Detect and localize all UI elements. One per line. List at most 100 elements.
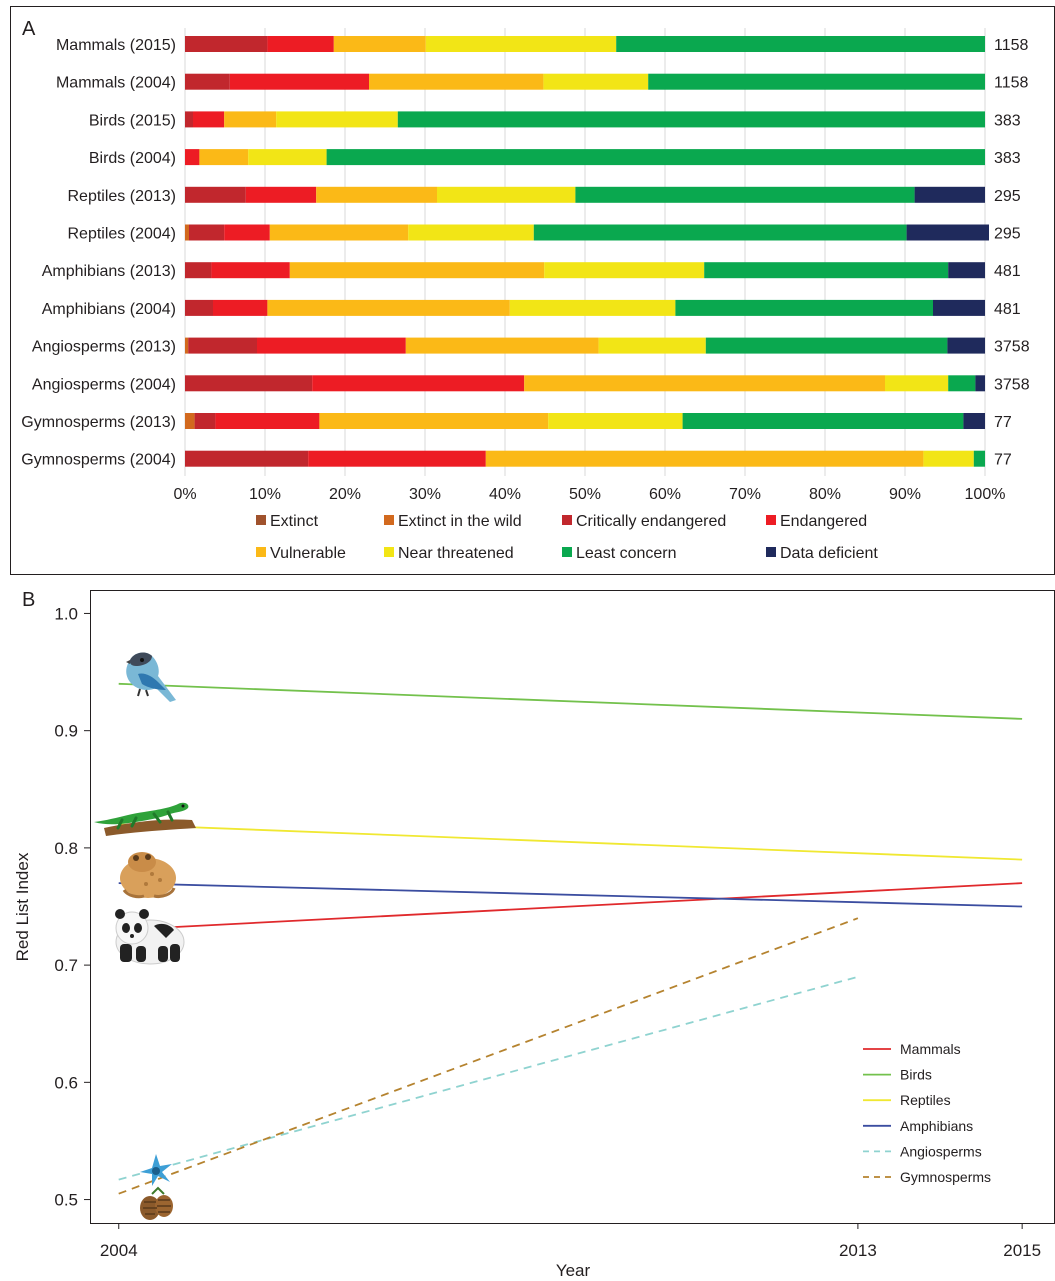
y-tick-label: 0.9 (54, 722, 78, 741)
bar-segment-mammals-2004-least-concern (648, 73, 985, 90)
category-label: Amphibians (2013) (42, 263, 176, 280)
bar-segment-reptiles-2013-vulnerable (316, 186, 437, 203)
bar-segment-amphibians-2013-data-deficient (948, 262, 985, 279)
bar-segment-reptiles-2013-endangered (245, 186, 317, 203)
legend-label: Data deficient (780, 545, 878, 562)
bar-segment-gymnosperms-2013-data-deficient (963, 413, 985, 429)
line-chart-lines (118, 682, 1023, 1195)
legend-item-critically-endangered: Critically endangered (562, 513, 726, 530)
panel-b-letter: B (22, 589, 35, 611)
bar-segment-angiosperms-2013-near-threatened (598, 337, 706, 354)
bar-chart-gridlines (184, 28, 986, 476)
x-tick-label: 20% (329, 486, 361, 503)
bar-segment-gymnosperms-2013-near-threatened (548, 413, 683, 429)
bar-segment-gymnosperms-2013-critically-endangered (194, 413, 216, 429)
line-chart-legend: Mammals Birds Reptiles Amphibians Angiosperm… (863, 1041, 991, 1185)
bar-segment-reptiles-2004-vulnerable (269, 224, 409, 241)
legend-item-data-deficient: Data deficient (766, 545, 878, 562)
bar-segment-reptiles-2013-critically-endangered (185, 186, 246, 203)
line-gymnosperms (118, 917, 859, 1195)
bar-segment-reptiles-2004-extinct-in-the-wild (185, 224, 189, 241)
x-tick-label: 50% (569, 486, 601, 503)
total-label: 481 (994, 301, 1021, 318)
legend-label: Endangered (780, 513, 867, 530)
legend-label: Extinct (270, 513, 319, 530)
x-tick-label: 0% (173, 486, 196, 503)
legend-label: Birds (900, 1067, 932, 1083)
x-tick-label: 80% (809, 486, 841, 503)
category-label: Amphibians (2004) (42, 301, 176, 318)
bar-segment-gymnosperms-2013-endangered (215, 413, 320, 429)
bar-segment-birds-2015-endangered (193, 111, 225, 128)
legend-swatch (562, 547, 572, 557)
bar-segment-mammals-2004-critically-endangered (185, 73, 230, 90)
total-label: 1158 (994, 75, 1029, 92)
bar-segment-gymnosperms-2013-vulnerable (319, 413, 549, 429)
legend-swatch (766, 547, 776, 557)
total-label: 77 (994, 452, 1012, 469)
legend-label: Least concern (576, 545, 677, 562)
x-tick-label: 90% (889, 486, 921, 503)
category-label: Angiosperms (2013) (32, 339, 176, 356)
category-label: Reptiles (2004) (68, 226, 177, 243)
bar-segment-angiosperms-2004-data-deficient (975, 375, 985, 392)
bar-segment-mammals-2015-critically-endangered (185, 36, 268, 52)
total-label: 295 (994, 188, 1021, 205)
line-birds (118, 682, 1023, 720)
category-label: Mammals (2004) (56, 75, 176, 92)
category-label: Birds (2004) (89, 150, 176, 167)
total-label: 77 (994, 414, 1012, 431)
bar-segment-amphibians-2004-vulnerable (267, 299, 510, 316)
category-label: Reptiles (2013) (68, 188, 177, 205)
line-reptiles (118, 823, 1023, 861)
bar-segment-angiosperms-2004-vulnerable (524, 375, 885, 392)
bar-segment-mammals-2015-least-concern (616, 36, 985, 52)
bar-segment-birds-2015-near-threatened (276, 111, 398, 128)
y-tick-label: 0.8 (54, 839, 78, 858)
legend-label: Vulnerable (270, 545, 346, 562)
bar-segment-gymnosperms-2004-least-concern (973, 450, 985, 467)
line-chart-axes: 0.5 0.6 0.7 0.8 0.9 1.0 2004 2013 2015 (54, 604, 1041, 1260)
bar-segment-amphibians-2004-critically-endangered (185, 299, 213, 316)
bar-chart-bars (185, 36, 989, 467)
category-label: Mammals (2015) (56, 37, 176, 54)
bar-segment-birds-2015-vulnerable (224, 111, 277, 128)
legend-label: Critically endangered (576, 513, 726, 530)
legend-label: Mammals (900, 1041, 961, 1057)
legend-item-gymnosperms: Gymnosperms (863, 1169, 991, 1185)
x-tick-label: 70% (729, 486, 761, 503)
legend-label: Gymnosperms (900, 1169, 991, 1185)
x-tick-label: 2015 (1003, 1241, 1041, 1260)
bar-segment-angiosperms-2004-least-concern (948, 375, 976, 392)
line-mammals (118, 882, 1023, 931)
x-tick-label: 10% (249, 486, 281, 503)
x-tick-label: 2013 (839, 1241, 877, 1260)
bar-segment-gymnosperms-2004-critically-endangered (185, 450, 309, 467)
line-angiosperms (118, 975, 859, 1181)
y-tick-label: 0.7 (54, 956, 78, 975)
bar-segment-amphibians-2013-critically-endangered (185, 262, 212, 279)
y-tick-label: 1.0 (54, 604, 78, 623)
pinecone-icon (140, 1186, 173, 1220)
legend-item-mammals: Mammals (863, 1041, 961, 1057)
bar-segment-reptiles-2004-near-threatened (408, 224, 534, 241)
total-label: 383 (994, 150, 1021, 167)
lizard-icon (94, 802, 196, 836)
bar-segment-angiosperms-2013-critically-endangered (188, 337, 257, 354)
line-amphibians (118, 882, 1023, 908)
x-tick-label: 2004 (100, 1241, 138, 1260)
legend-item-angiosperms: Angiosperms (863, 1143, 982, 1159)
bird-icon (126, 652, 176, 702)
bar-segment-angiosperms-2013-endangered (257, 337, 406, 354)
bar-segment-reptiles-2004-least-concern (533, 224, 907, 241)
legend-item-extinct: Extinct (256, 513, 319, 530)
legend-swatch (256, 547, 266, 557)
bar-segment-birds-2015-critically-endangered (185, 111, 193, 128)
bar-segment-birds-2015-least-concern (397, 111, 985, 128)
bar-segment-gymnosperms-2004-near-threatened (923, 450, 974, 467)
legend-label: Extinct in the wild (398, 513, 522, 530)
bar-segment-amphibians-2013-least-concern (704, 262, 949, 279)
total-label: 295 (994, 226, 1021, 243)
legend-swatch (384, 515, 394, 525)
